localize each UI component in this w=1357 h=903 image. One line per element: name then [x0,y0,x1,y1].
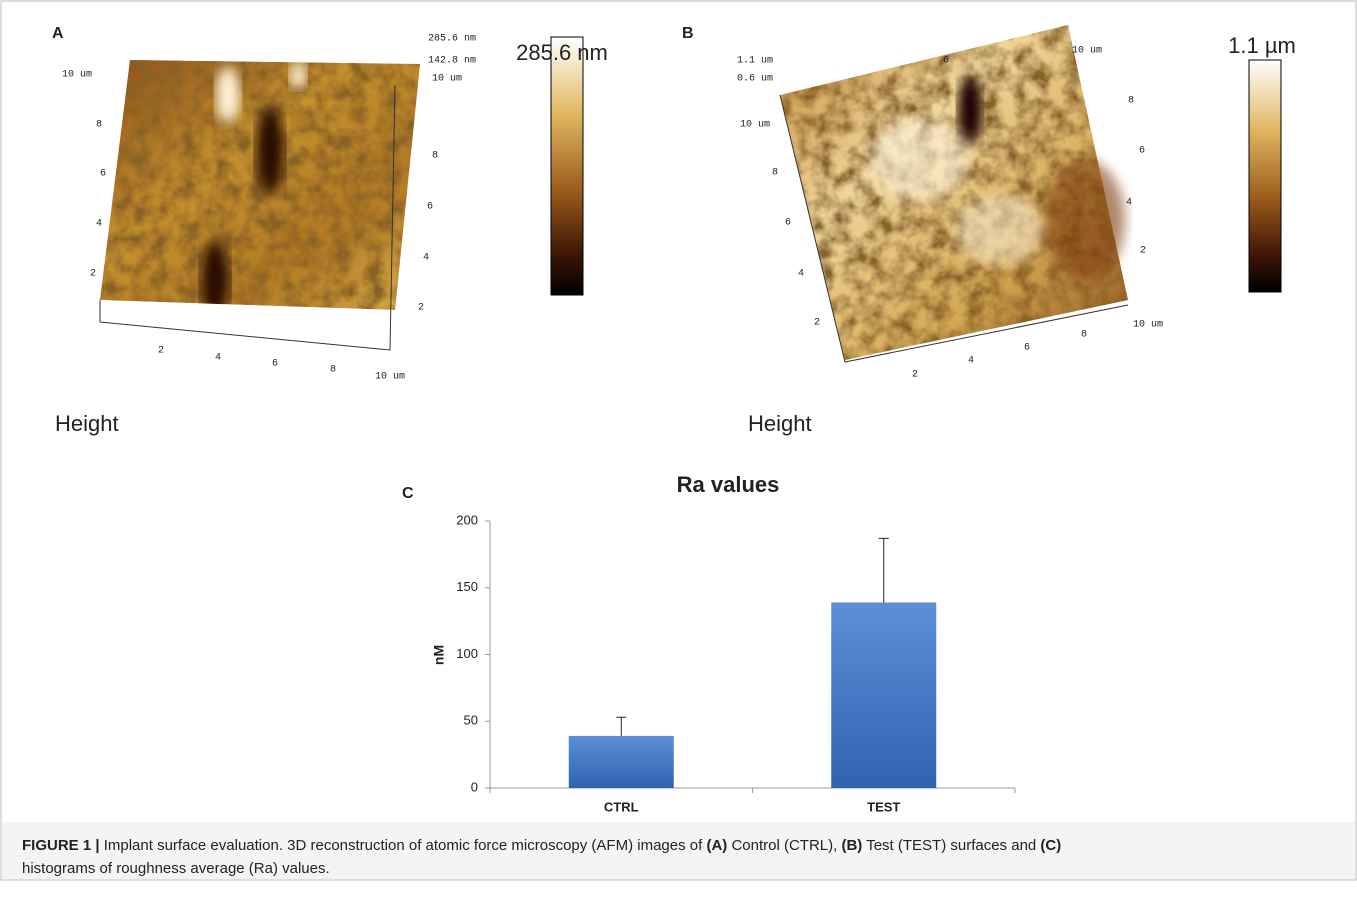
bar [568,735,674,788]
error-bar [878,537,889,603]
caption-run: FIGURE 1 | [22,837,100,854]
caption-run: Control (CTRL), [727,837,841,854]
caption-run: (B) [841,837,862,854]
scale-label: 1.1 µm [1228,33,1296,58]
axis-label: 1.1 um [737,56,773,67]
axis-label: 6 [943,56,949,67]
caption-line: histograms of roughness average (Ra) val… [22,860,330,877]
axis-label: 10 um [432,74,462,85]
axis-label: 10 um [1133,320,1163,331]
channel-label: Height [748,411,812,436]
x-tick-label: TEST [867,799,900,814]
panel-letter: A [52,25,64,42]
axis-label: 8 [1081,330,1087,341]
axis-label: 4 [798,269,804,280]
axis-label: 6 [1024,343,1030,354]
axis-label: 6 [427,202,433,213]
axis-label: 10 um [740,120,770,131]
axis-label: 8 [432,151,438,162]
axis-label: 8 [1128,96,1134,107]
color-scale [550,36,584,296]
axis-label: 8 [96,120,102,131]
panel-letter: C [402,485,414,502]
axis-label: 285.6 nm [428,34,476,45]
afm-surface [99,60,420,351]
axis-label: 6 [1139,146,1145,157]
y-tick-label: 0 [471,779,478,794]
x-tick-label: CTRL [604,799,639,814]
error-bar [616,716,627,736]
axis-label: 2 [418,303,424,314]
axis-label: 0.6 um [737,74,773,85]
axis-label: 4 [96,219,102,230]
bar [831,602,937,788]
caption-line: FIGURE 1 | Implant surface evaluation. 3… [22,837,1061,854]
axis-label: 2 [90,269,96,280]
axis-label: 4 [215,353,221,364]
axis-label: 6 [100,169,106,180]
afm-surface [779,25,1129,363]
caption-run: histograms of roughness average (Ra) val… [22,860,330,877]
caption-run: Implant surface evaluation. 3D reconstru… [100,837,707,854]
axis-label: 2 [814,318,820,329]
caption-run: (A) [706,837,727,854]
y-axis-label: nM [431,645,447,665]
axis-label: 4 [968,356,974,367]
axis-label: 4 [1126,198,1132,209]
scale-label: 285.6 nm [516,40,608,65]
chart-title: Ra values [677,472,780,497]
caption-run: (C) [1040,837,1061,854]
axis-label: 2 [158,346,164,357]
caption-box [2,822,1355,879]
y-tick-label: 100 [456,646,478,661]
axis-label: 4 [423,253,429,264]
axis-label: 142.8 nm [428,56,476,67]
axis-label: 10 um [62,70,92,81]
y-tick-label: 50 [464,713,478,728]
frame [0,0,1357,881]
channel-label: Height [55,411,119,436]
axis-label: 10 um [1072,46,1102,57]
axis-label: 8 [330,365,336,376]
y-tick-label: 200 [456,512,478,527]
axis-label: 6 [785,218,791,229]
color-scale [1248,59,1282,293]
axis-label: 10 um [375,372,405,383]
caption-run: Test (TEST) surfaces and [862,837,1040,854]
axis-label: 6 [272,359,278,370]
panel-letter: B [682,25,694,42]
axis-label: 2 [1140,246,1146,257]
y-tick-label: 150 [456,579,478,594]
axis-label: 8 [772,168,778,179]
axis-label: 2 [912,370,918,381]
